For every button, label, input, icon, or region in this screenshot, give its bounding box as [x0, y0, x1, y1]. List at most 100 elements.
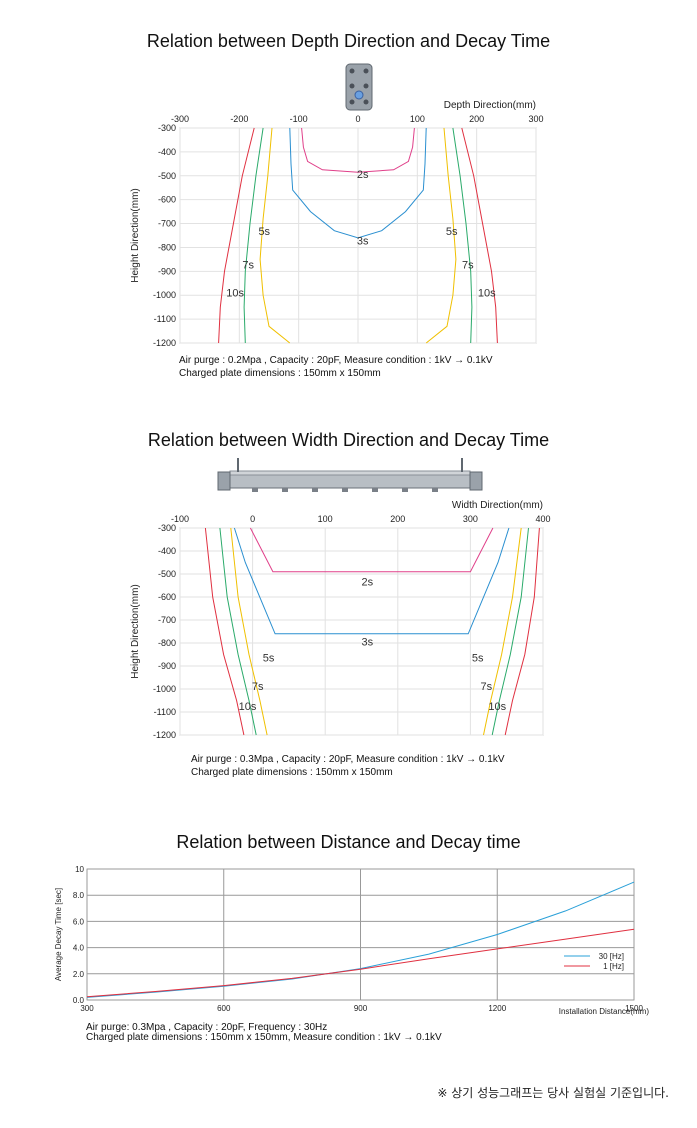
x-tick-label: 0 [250, 514, 255, 524]
contour-7s-left [219, 527, 257, 736]
x-tick-label: 0 [355, 114, 360, 124]
contour-2s [301, 127, 415, 173]
contour-label: 5s [258, 226, 270, 238]
x-tick-label: 1200 [488, 1004, 506, 1013]
contour-5s-left [259, 127, 291, 344]
contour-label: 10s [478, 287, 496, 299]
y-tick-label: -300 [158, 523, 176, 533]
width-note-line-2: Charged plate dimensions : 150mm x 150mm [191, 767, 393, 778]
x-axis-label: Width Direction(mm) [452, 500, 543, 511]
contour-5s-right [425, 127, 457, 344]
y-tick-label: -800 [158, 242, 176, 252]
contour-10s-right [504, 527, 540, 736]
y-tick-label: -900 [158, 266, 176, 276]
y-axis-label: Average Decay Time [sec] [54, 888, 63, 981]
width-note-line-1: Air purge : 0.3Mpa , Capacity : 20pF, Me… [191, 754, 505, 765]
y-tick-label: -1100 [154, 707, 176, 717]
y-tick-label: -1200 [153, 338, 176, 348]
x-tick-label: 300 [80, 1004, 94, 1013]
depth-chart: -300-400-500-600-700-800-900-1000-1100-1… [130, 100, 544, 348]
contour-3s [289, 127, 427, 239]
y-tick-label: -400 [158, 546, 176, 556]
y-tick-label: -500 [158, 171, 176, 181]
y-tick-label: -400 [158, 147, 176, 157]
plot-area [179, 527, 544, 736]
series-line-30 [Hz] [86, 881, 635, 998]
y-tick-label: -700 [158, 219, 176, 229]
y-tick-label: -600 [158, 592, 176, 602]
distance-note-line-2: Charged plate dimensions : 150mm x 150mm… [86, 1032, 442, 1043]
contour-label: 7s [252, 681, 264, 693]
contour-label: 7s [462, 259, 474, 271]
y-tick-label: 10 [75, 865, 84, 874]
contour-label: 10s [488, 701, 506, 713]
y-tick-label: -700 [158, 615, 176, 625]
legend-label: 1 [Hz] [603, 962, 624, 971]
contour-label: 2s [361, 577, 373, 589]
depth-chart-title: Relation between Depth Direction and Dec… [146, 31, 551, 51]
depth-note-line-2: Charged plate dimensions : 150mm x 150mm [179, 368, 381, 379]
contour-label: 5s [263, 652, 275, 664]
y-tick-label: 8.0 [73, 891, 85, 900]
x-tick-label: 200 [390, 514, 405, 524]
y-tick-label: -1000 [153, 684, 176, 694]
legend-label: 30 [Hz] [599, 952, 624, 961]
y-tick-label: -800 [158, 638, 176, 648]
y-tick-label: -900 [158, 661, 176, 671]
contour-3s [233, 527, 510, 635]
y-tick-label: -1000 [153, 290, 176, 300]
contour-7s-right [491, 527, 529, 736]
x-tick-label: 100 [410, 114, 425, 124]
x-tick-label: -100 [171, 514, 189, 524]
x-tick-label: -300 [171, 114, 189, 124]
contour-label: 10s [239, 701, 257, 713]
y-tick-label: 0.0 [73, 996, 85, 1005]
contour-label: 3s [361, 636, 373, 648]
contour-label: 10s [226, 287, 244, 299]
contour-2s [249, 527, 494, 573]
contour-10s-right [461, 127, 498, 344]
contour-label: 3s [357, 236, 369, 248]
x-axis-label: Installation Distance(mm) [559, 1007, 650, 1016]
y-tick-label: 6.0 [73, 917, 85, 926]
contour-label: 2s [357, 169, 369, 181]
contour-10s-left [204, 527, 245, 736]
y-tick-label: -1100 [154, 314, 176, 324]
x-tick-label: 300 [463, 514, 478, 524]
footer-note: ※ 상기 성능그래프는 당사 실험실 기준입니다. [437, 1086, 669, 1100]
distance-chart-title: Relation between Distance and Decay time [176, 832, 521, 852]
x-tick-label: 100 [318, 514, 333, 524]
contour-7s-left [243, 127, 264, 344]
distance-note-line-1: Air purge: 0.3Mpa , Capacity : 20pF, Fre… [86, 1022, 328, 1033]
x-tick-label: 600 [217, 1004, 231, 1013]
y-tick-label: 2.0 [73, 970, 85, 979]
y-tick-label: -500 [158, 569, 176, 579]
x-axis-label: Depth Direction(mm) [444, 100, 536, 111]
y-tick-label: -600 [158, 195, 176, 205]
series-line-1 [Hz] [86, 928, 635, 998]
x-tick-label: 400 [535, 514, 550, 524]
y-tick-label: 4.0 [73, 944, 85, 953]
x-tick-label: -100 [290, 114, 308, 124]
x-tick-label: 200 [469, 114, 484, 124]
x-tick-label: -200 [230, 114, 248, 124]
contour-7s-right [452, 127, 473, 344]
x-tick-label: 300 [528, 114, 543, 124]
contour-5s-right [483, 527, 522, 736]
y-axis-label: Height Direction(mm) [130, 584, 141, 678]
y-axis-label: Height Direction(mm) [130, 188, 141, 282]
depth-note-line-1: Air purge : 0.2Mpa , Capacity : 20pF, Me… [179, 355, 493, 366]
contour-label: 5s [472, 652, 484, 664]
x-tick-label: 1500 [625, 1004, 643, 1013]
x-tick-label: 900 [354, 1004, 368, 1013]
y-tick-label: -1200 [153, 730, 176, 740]
contour-10s-left [218, 127, 255, 344]
contour-5s-left [230, 527, 268, 736]
width-chart-title: Relation between Width Direction and Dec… [147, 430, 550, 450]
width-chart: -300-400-500-600-700-800-900-1000-1100-1… [130, 500, 551, 740]
y-tick-label: -300 [158, 123, 176, 133]
contour-label: 7s [481, 681, 493, 693]
contour-label: 7s [242, 259, 254, 271]
contour-label: 5s [446, 226, 458, 238]
